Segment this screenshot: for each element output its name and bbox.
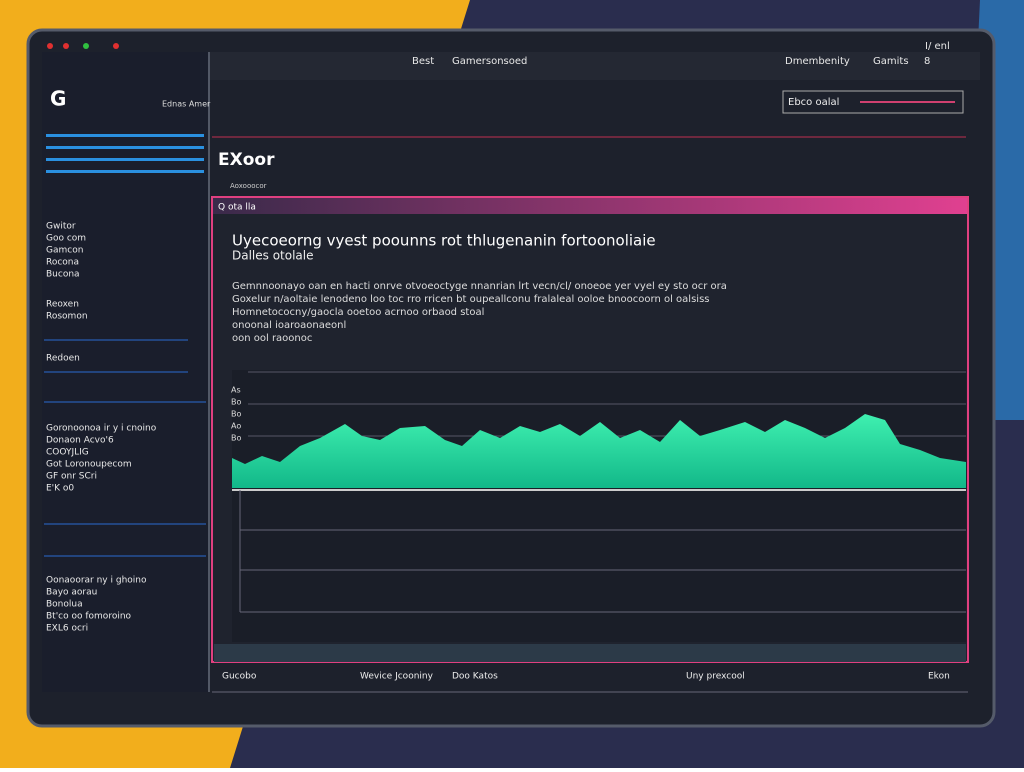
scrollbar[interactable] — [214, 644, 966, 662]
heading: EXoor — [218, 150, 275, 170]
dot — [47, 43, 53, 49]
side-text: Bt'co oo fomoroino — [46, 612, 132, 622]
dot — [83, 43, 89, 49]
search-text[interactable]: Ebco oalal — [788, 97, 839, 108]
chart-area — [232, 370, 966, 642]
panel-title: Uyecoeorng vyest poounns rot thlugenanin… — [232, 232, 656, 250]
topbar — [210, 52, 980, 80]
topbar-link[interactable]: 8 — [924, 56, 930, 67]
nav-item[interactable]: Bucona — [46, 270, 80, 280]
subheading: Aoxooocor — [230, 182, 267, 190]
footer-item[interactable]: Uny prexcool — [686, 672, 745, 682]
panel-text: Homnetococny/gaocla ooetoo acrnoo orbaod… — [232, 307, 484, 318]
footer-item[interactable]: Ekon — [928, 672, 950, 682]
nav-bar[interactable] — [46, 146, 204, 149]
nav-item[interactable]: Reoxen — [46, 300, 79, 310]
side-text: Got Loronoupecom — [46, 460, 132, 470]
footer-item[interactable]: Doo Katos — [452, 672, 498, 682]
panel-text: Goxelur n/aoltaie lenodeno loo toc rro r… — [232, 294, 710, 305]
nav-item[interactable]: Rosomon — [46, 312, 88, 322]
topbar-link[interactable]: Best — [412, 56, 434, 67]
panel-text: oon ool raoonoc — [232, 333, 312, 344]
panel-text: Gemnnoonayo oan en hacti onrve otvoeocty… — [232, 281, 727, 292]
side-text: E'K o0 — [46, 484, 74, 494]
side-text: COOYJLIG — [46, 448, 89, 458]
nav-bar[interactable] — [46, 134, 204, 137]
side-text: Bayo aorau — [46, 588, 97, 598]
side-text: GF onr SCri — [46, 472, 97, 482]
dot — [63, 43, 69, 49]
nav-item[interactable]: Gamcon — [46, 246, 83, 256]
side-text: Donaon Acvo'6 — [46, 436, 114, 446]
footer-item[interactable]: Gucobo — [222, 672, 257, 682]
dot — [113, 43, 119, 49]
y-label: Bo — [231, 410, 241, 419]
topbar-link[interactable]: Gamits — [873, 56, 909, 67]
panel-subtitle: Dalles otolale — [232, 249, 314, 263]
side-text: EXL6 ocri — [46, 624, 88, 634]
nav-item[interactable]: Goo com — [46, 234, 86, 244]
side-text: Bonolua — [46, 600, 83, 610]
side-text: Oonaoorar ny i ghoino — [46, 576, 147, 586]
y-label: Bo — [231, 398, 241, 407]
nav-bar[interactable] — [46, 158, 204, 161]
nav-item[interactable]: Rocona — [46, 258, 79, 268]
panel-tab[interactable]: Q ota lla — [218, 203, 256, 213]
panel-text: onoonal ioaroaonaeonl — [232, 320, 346, 331]
nav-bar[interactable] — [46, 170, 204, 173]
topbar-link[interactable]: Gamersonsoed — [452, 56, 527, 67]
y-label: As — [231, 386, 241, 395]
panel-bar — [213, 198, 967, 214]
y-label: Ao — [231, 422, 241, 431]
y-label: Bo — [231, 434, 241, 443]
footer-item[interactable]: Wevice Jcooniny — [360, 672, 434, 682]
topbar-link[interactable]: Dmembenity — [785, 56, 850, 67]
nav-item[interactable]: Redoen — [46, 354, 80, 364]
area-chart — [232, 414, 966, 488]
topbar-status: I/ enl — [925, 41, 950, 52]
logo: G — [50, 87, 66, 111]
side-text: Goronoonoa ir y i cnoino — [46, 424, 157, 434]
brand[interactable]: Ednas Amer — [162, 100, 211, 109]
nav-item[interactable]: Gwitor — [46, 222, 76, 232]
